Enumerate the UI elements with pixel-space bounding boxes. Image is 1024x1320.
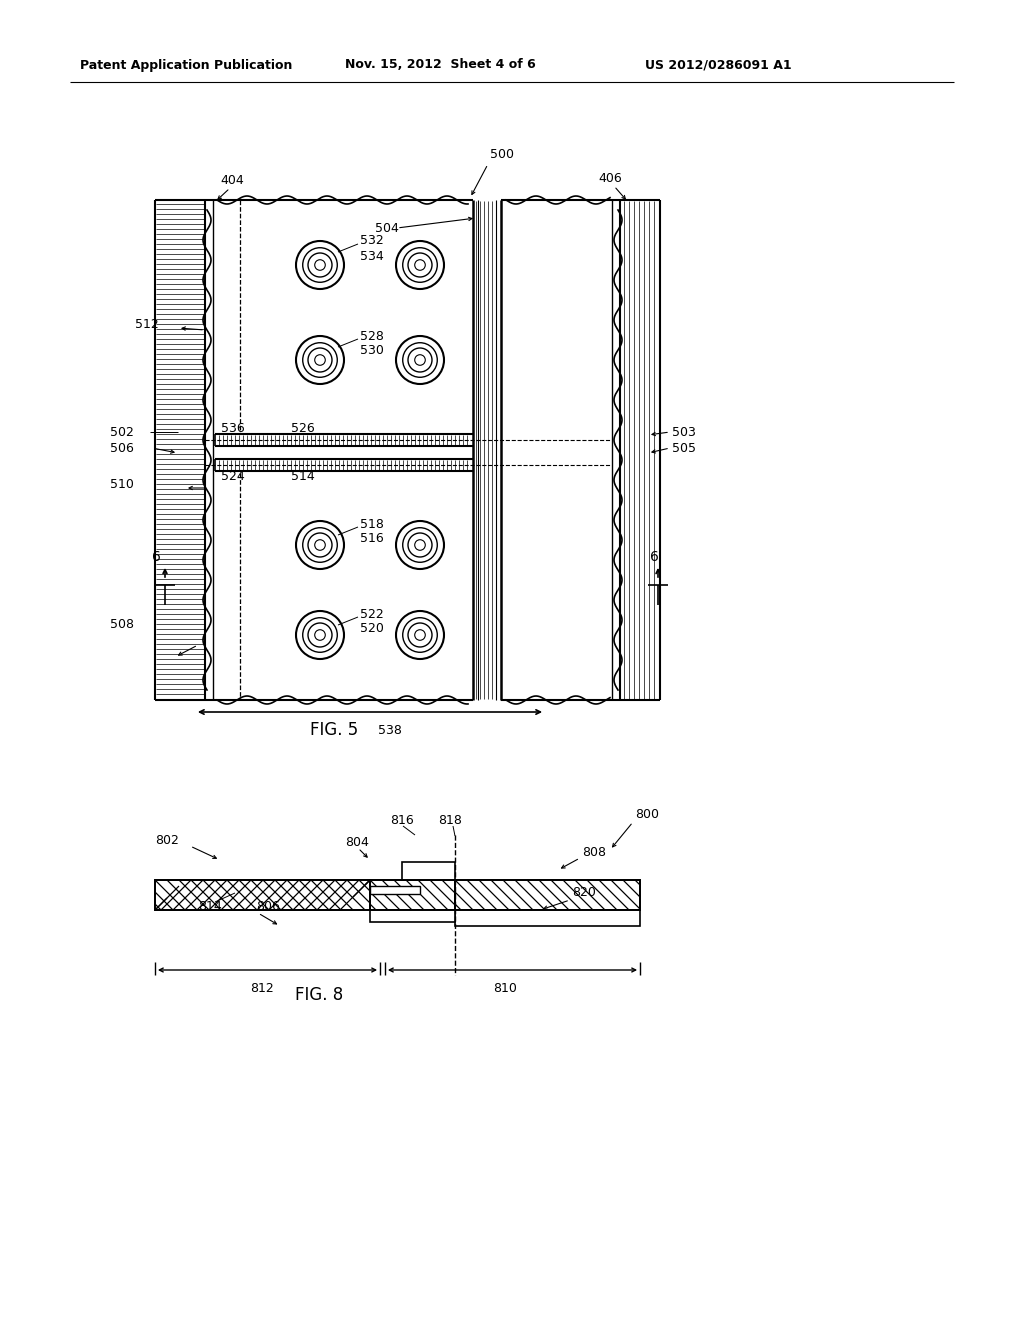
- Text: 503: 503: [672, 425, 696, 438]
- Text: 504: 504: [375, 222, 399, 235]
- Text: 800: 800: [635, 808, 659, 821]
- Text: 404: 404: [220, 173, 244, 186]
- Text: 806: 806: [256, 900, 280, 913]
- Text: 500: 500: [490, 149, 514, 161]
- Bar: [402, 862, 455, 880]
- Bar: [370, 880, 455, 909]
- Text: 528: 528: [360, 330, 384, 342]
- Text: 510: 510: [110, 479, 134, 491]
- Text: 508: 508: [110, 619, 134, 631]
- Text: 505: 505: [672, 441, 696, 454]
- Text: 512: 512: [135, 318, 159, 331]
- Text: 804: 804: [345, 836, 369, 849]
- Bar: [370, 880, 455, 909]
- Text: 808: 808: [582, 846, 606, 859]
- Text: 514: 514: [291, 470, 314, 483]
- Text: 532: 532: [360, 235, 384, 248]
- Text: FIG. 5: FIG. 5: [310, 721, 358, 739]
- Bar: [455, 880, 640, 909]
- Bar: [155, 880, 370, 909]
- Bar: [370, 886, 420, 894]
- Text: 810: 810: [494, 982, 517, 994]
- Text: 6: 6: [650, 550, 658, 564]
- Text: 526: 526: [291, 421, 314, 434]
- Text: 820: 820: [572, 887, 596, 899]
- Text: Patent Application Publication: Patent Application Publication: [80, 58, 293, 71]
- Text: FIG. 8: FIG. 8: [295, 986, 343, 1005]
- Text: 816: 816: [390, 813, 414, 826]
- Text: 524: 524: [221, 470, 245, 483]
- Text: 534: 534: [360, 249, 384, 263]
- Text: 520: 520: [360, 623, 384, 635]
- Text: 406: 406: [598, 172, 622, 185]
- Text: 518: 518: [360, 517, 384, 531]
- Text: Nov. 15, 2012  Sheet 4 of 6: Nov. 15, 2012 Sheet 4 of 6: [345, 58, 536, 71]
- Text: 538: 538: [378, 723, 401, 737]
- Text: 818: 818: [438, 813, 462, 826]
- Text: 536: 536: [221, 421, 245, 434]
- Text: 530: 530: [360, 345, 384, 358]
- Text: 506: 506: [110, 441, 134, 454]
- Bar: [455, 880, 640, 909]
- Text: US 2012/0286091 A1: US 2012/0286091 A1: [645, 58, 792, 71]
- Text: 6: 6: [152, 550, 161, 564]
- Bar: [455, 909, 640, 927]
- Text: 502: 502: [110, 425, 134, 438]
- Bar: [155, 880, 370, 909]
- Text: 516: 516: [360, 532, 384, 545]
- Text: 802: 802: [155, 833, 179, 846]
- Text: 522: 522: [360, 607, 384, 620]
- Text: 812: 812: [250, 982, 273, 994]
- Text: 814: 814: [198, 900, 222, 913]
- Bar: [370, 909, 455, 921]
